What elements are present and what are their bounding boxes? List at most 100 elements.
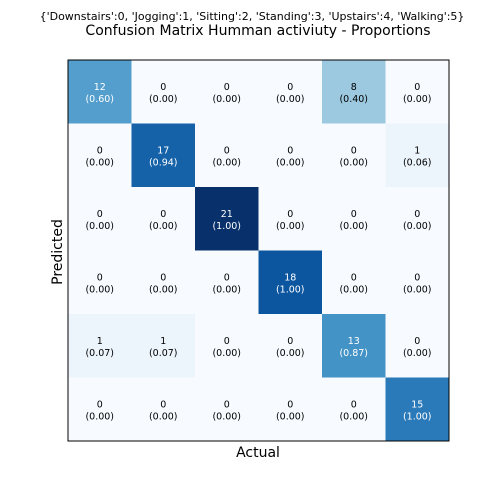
heatmap-cell-1-3	[258, 123, 323, 188]
y-axis-label: Predicted	[50, 219, 66, 285]
cell-count-label-3-2: 0	[224, 272, 230, 283]
cell-count-label-2-5: 0	[414, 209, 420, 220]
cell-count-label-2-0: 0	[97, 209, 103, 220]
cell-count-label-4-0: 1	[97, 336, 103, 347]
cell-proportion-label-0-1: (0.00)	[149, 94, 178, 105]
heatmap-cell-3-4	[322, 250, 386, 315]
heatmap-cell-2-0	[68, 187, 132, 251]
heatmap-cell-3-3	[258, 250, 323, 315]
cell-count-label-4-3: 0	[287, 336, 293, 347]
heatmap-cell-4-0	[68, 314, 132, 378]
heatmap-cell-0-5	[385, 60, 450, 124]
cell-proportion-label-3-1: (0.00)	[149, 284, 178, 295]
cell-count-label-1-4: 0	[351, 145, 357, 156]
cell-proportion-label-0-4: (0.40)	[339, 94, 368, 105]
cell-count-label-5-1: 0	[160, 399, 166, 410]
heatmap-cell-0-2	[195, 60, 259, 124]
cell-count-label-3-4: 0	[351, 272, 357, 283]
cell-proportion-label-2-5: (0.00)	[403, 221, 432, 232]
heatmap-cell-2-2	[195, 187, 259, 251]
heatmap-cell-1-1	[131, 123, 196, 188]
heatmap-cell-1-4	[322, 123, 386, 188]
cell-proportion-label-5-4: (0.00)	[339, 411, 368, 422]
chart-title: Confusion Matrix Humman activiuty - Prop…	[85, 23, 430, 39]
heatmap-cells: 12(0.60)0(0.00)0(0.00)0(0.00)8(0.40)0(0.…	[68, 60, 450, 442]
cell-proportion-label-5-0: (0.00)	[85, 411, 114, 422]
heatmap-cell-2-3	[258, 187, 323, 251]
cell-proportion-label-5-3: (0.00)	[276, 411, 305, 422]
cell-proportion-label-1-3: (0.00)	[276, 157, 305, 168]
cell-count-label-5-3: 0	[287, 399, 293, 410]
x-axis-label: Actual	[236, 445, 280, 461]
heatmap-cell-0-0	[68, 60, 132, 124]
cell-count-label-5-2: 0	[224, 399, 230, 410]
cell-proportion-label-3-0: (0.00)	[85, 284, 114, 295]
cell-count-label-0-2: 0	[224, 82, 230, 93]
cell-proportion-label-3-3: (1.00)	[276, 284, 305, 295]
cell-proportion-label-1-5: (0.06)	[403, 157, 432, 168]
cell-proportion-label-1-1: (0.94)	[149, 157, 178, 168]
cell-proportion-label-3-5: (0.00)	[403, 284, 432, 295]
heatmap-cell-5-5	[385, 377, 450, 442]
cell-count-label-0-4: 8	[351, 82, 357, 93]
cell-proportion-label-0-0: (0.60)	[85, 94, 114, 105]
cell-proportion-label-5-5: (1.00)	[403, 411, 432, 422]
cell-proportion-label-4-2: (0.00)	[212, 348, 241, 359]
heatmap-cell-3-2	[195, 250, 259, 315]
heatmap-cell-5-4	[322, 377, 386, 442]
heatmap-cell-2-5	[385, 187, 450, 251]
cell-count-label-1-1: 17	[157, 145, 169, 156]
cell-count-label-1-5: 1	[414, 145, 420, 156]
cell-count-label-3-1: 0	[160, 272, 166, 283]
heatmap-cell-0-3	[258, 60, 323, 124]
heatmap-cell-4-1	[131, 314, 196, 378]
cell-count-label-2-1: 0	[160, 209, 166, 220]
chart-suptitle: {'Downstairs':0, 'Jogging':1, 'Sitting':…	[40, 10, 465, 23]
cell-count-label-2-2: 21	[221, 209, 233, 220]
cell-count-label-3-0: 0	[97, 272, 103, 283]
cell-count-label-3-3: 18	[284, 272, 296, 283]
cell-count-label-5-5: 15	[411, 399, 423, 410]
cell-count-label-4-1: 1	[160, 336, 166, 347]
cell-count-label-0-5: 0	[414, 82, 420, 93]
cell-proportion-label-4-3: (0.00)	[276, 348, 305, 359]
heatmap-cell-0-1	[131, 60, 196, 124]
cell-count-label-1-3: 0	[287, 145, 293, 156]
cell-proportion-label-3-2: (0.00)	[212, 284, 241, 295]
cell-count-label-2-4: 0	[351, 209, 357, 220]
heatmap-cell-4-2	[195, 314, 259, 378]
cell-count-label-1-0: 0	[97, 145, 103, 156]
cell-count-label-5-0: 0	[97, 399, 103, 410]
cell-proportion-label-1-4: (0.00)	[339, 157, 368, 168]
cell-proportion-label-3-4: (0.00)	[339, 284, 368, 295]
heatmap-cell-4-3	[258, 314, 323, 378]
heatmap-cell-3-1	[131, 250, 196, 315]
cell-proportion-label-4-4: (0.87)	[339, 348, 368, 359]
cell-count-label-0-0: 12	[94, 82, 106, 93]
heatmap-cell-3-0	[68, 250, 132, 315]
cell-count-label-0-1: 0	[160, 82, 166, 93]
cell-proportion-label-1-0: (0.00)	[85, 157, 114, 168]
heatmap-cell-2-1	[131, 187, 196, 251]
plot-frame	[67, 59, 450, 442]
heatmap-cell-4-4	[322, 314, 386, 378]
heatmap-cell-1-2	[195, 123, 259, 188]
cell-count-label-2-3: 0	[287, 209, 293, 220]
heatmap-cell-1-0	[68, 123, 132, 188]
heatmap-cell-3-5	[385, 250, 450, 315]
cell-count-label-1-2: 0	[224, 145, 230, 156]
heatmap-cell-1-5	[385, 123, 450, 188]
cell-proportion-label-4-1: (0.07)	[149, 348, 178, 359]
cell-proportion-label-5-1: (0.00)	[149, 411, 178, 422]
heatmap-cell-0-4	[322, 60, 386, 124]
cell-proportion-label-0-2: (0.00)	[212, 94, 241, 105]
cell-proportion-label-2-3: (0.00)	[276, 221, 305, 232]
cell-count-label-4-2: 0	[224, 336, 230, 347]
cell-count-label-3-5: 0	[414, 272, 420, 283]
cell-count-label-4-5: 0	[414, 336, 420, 347]
cell-proportion-label-0-3: (0.00)	[276, 94, 305, 105]
heatmap-cell-5-3	[258, 377, 323, 442]
heatmap-cell-4-5	[385, 314, 450, 378]
heatmap-cell-5-1	[131, 377, 196, 442]
